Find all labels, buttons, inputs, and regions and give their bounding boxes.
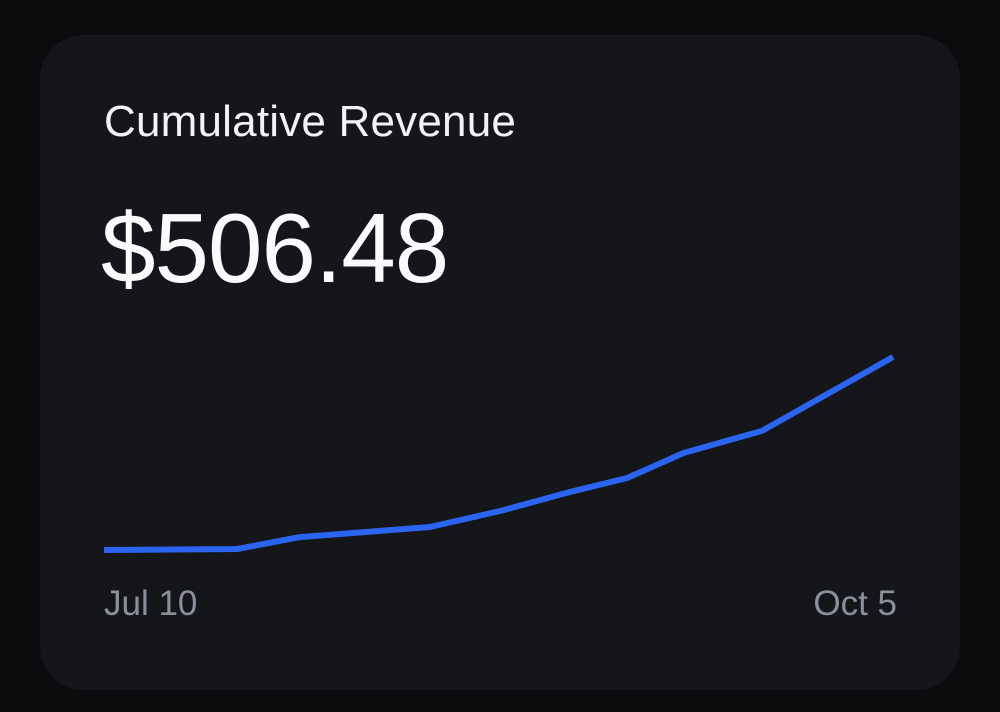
x-axis-labels: Jul 10 Oct 5 <box>104 586 897 621</box>
chart-canvas <box>103 354 895 553</box>
revenue-line-chart <box>100 350 900 560</box>
revenue-amount: $506.48 <box>101 193 449 303</box>
cumulative-revenue-card: Cumulative Revenue $506.48 Jul 10 Oct 5 <box>40 35 960 690</box>
revenue-line-series <box>103 354 895 553</box>
card-title: Cumulative Revenue <box>104 97 517 146</box>
x-axis-end-label: Oct 5 <box>813 584 897 623</box>
x-axis-start-label: Jul 10 <box>104 584 198 623</box>
